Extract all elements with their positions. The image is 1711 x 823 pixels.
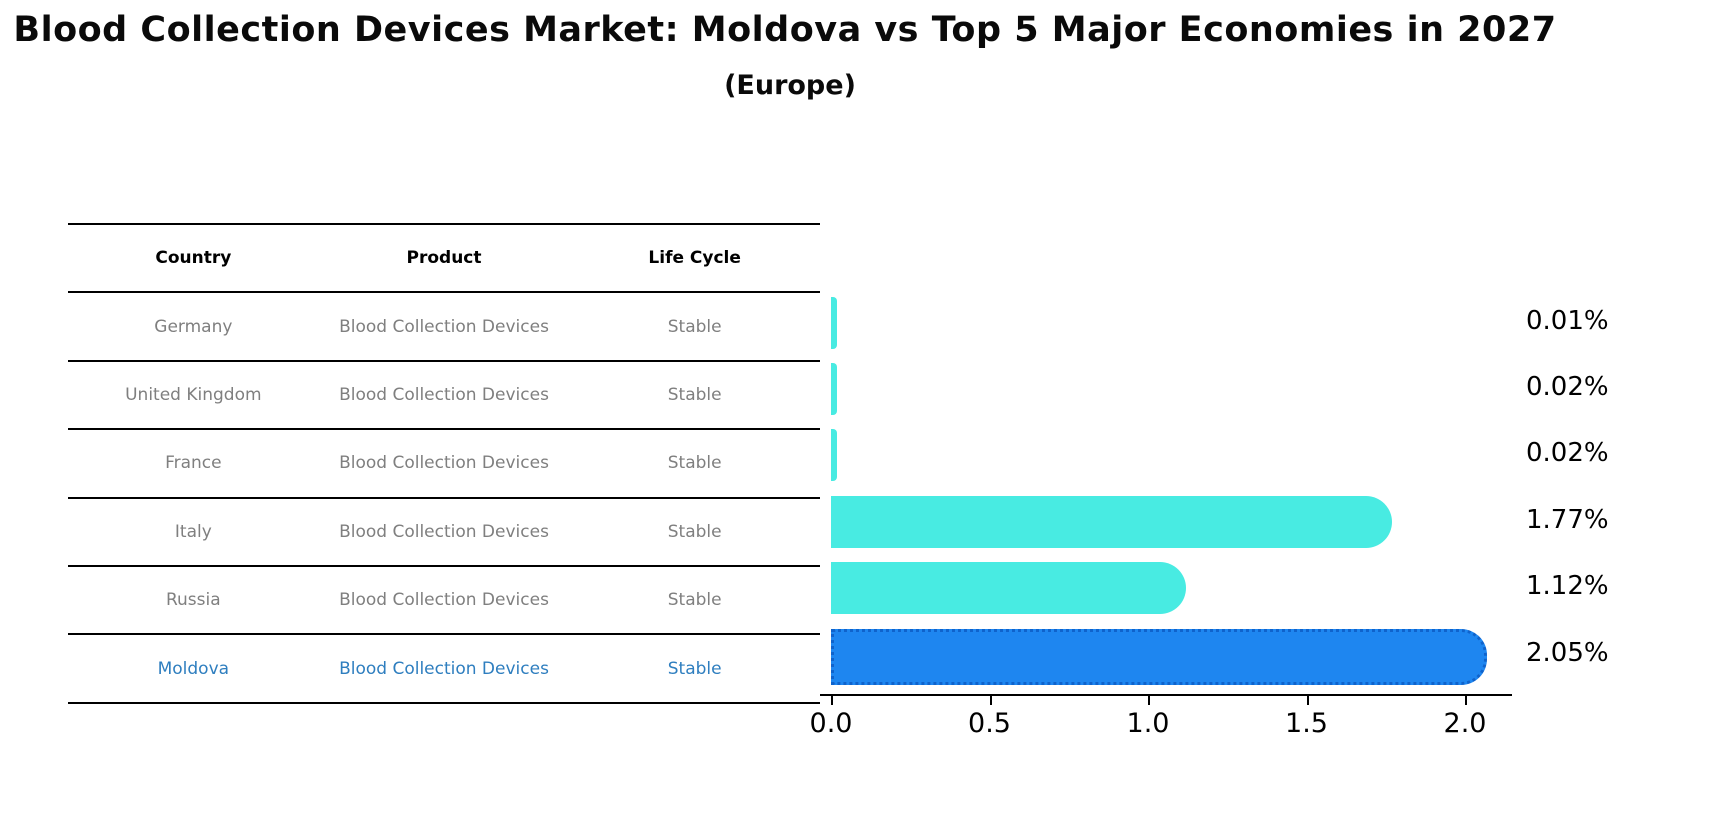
x-tick-label: 0.0: [809, 708, 853, 739]
table-row: Moldova Blood Collection Devices Stable: [68, 633, 820, 704]
country-table: Country Product Life Cycle Germany Blood …: [68, 223, 820, 704]
value-label: 0.02%: [1526, 438, 1609, 469]
x-tick-mark: [1148, 696, 1150, 705]
bar-united-kingdom: [831, 363, 838, 415]
x-tick-label: 1.0: [1126, 708, 1170, 739]
table-cell-product: Blood Collection Devices: [339, 316, 549, 337]
bar-moldova: [831, 628, 1487, 685]
value-label: 1.12%: [1526, 571, 1609, 602]
table-cell-product: Blood Collection Devices: [339, 590, 549, 611]
column-header-lifecycle: Life Cycle: [648, 248, 741, 269]
table-cell-country: Moldova: [157, 658, 230, 679]
table-cell-lifecycle: Stable: [667, 521, 722, 542]
table-cell-lifecycle: Stable: [667, 590, 722, 611]
table-cell-lifecycle: Stable: [667, 658, 722, 679]
table-cell-country: Germany: [154, 316, 233, 337]
value-label: 0.01%: [1526, 305, 1609, 336]
table-row: France Blood Collection Devices Stable: [68, 428, 820, 496]
bar-france: [831, 429, 838, 482]
table-row: United Kingdom Blood Collection Devices St…: [68, 359, 820, 428]
table-cell-product: Blood Collection Devices: [339, 521, 549, 542]
x-tick-label: 0.5: [968, 708, 1011, 739]
table-cell-country: Italy: [174, 521, 212, 542]
table-header-row: Country Product Life Cycle: [68, 223, 820, 291]
column-header-product: Product: [406, 248, 482, 269]
table-cell-lifecycle: Stable: [667, 384, 722, 405]
x-axis-line: [820, 694, 1512, 696]
bar-russia: [831, 562, 1187, 615]
x-tick-mark: [1465, 696, 1467, 705]
column-header-country: Country: [155, 248, 232, 269]
x-tick-mark: [1306, 696, 1309, 705]
table-cell-country: United Kingdom: [125, 384, 262, 405]
bar-italy: [831, 495, 1393, 548]
bar-germany: [831, 296, 837, 349]
table-cell-product: Blood Collection Devices: [339, 453, 549, 474]
x-tick-mark: [989, 696, 992, 705]
value-label: 2.05%: [1526, 637, 1609, 668]
table-cell-lifecycle: Stable: [667, 316, 722, 337]
x-tick-label: 1.5: [1285, 708, 1328, 739]
table-row: Germany Blood Collection Devices Stable: [68, 291, 820, 359]
x-tick-mark: [831, 696, 833, 705]
chart-title: Blood Collection Devices Market: Moldova…: [13, 10, 1557, 50]
table-cell-product: Blood Collection Devices: [339, 658, 549, 679]
table-cell-lifecycle: Stable: [667, 453, 722, 474]
table-row: Russia Blood Collection Devices Stable: [68, 564, 820, 633]
table-cell-product: Blood Collection Devices: [339, 384, 549, 405]
value-label: 0.02%: [1526, 372, 1609, 402]
value-label: 1.77%: [1526, 504, 1609, 535]
x-tick-label: 2.0: [1443, 708, 1487, 739]
table-cell-country: France: [165, 453, 222, 474]
chart-subtitle: (Europe): [724, 70, 856, 101]
table-cell-country: Russia: [165, 590, 221, 611]
table-row: Italy Blood Collection Devices Stable: [68, 496, 820, 565]
